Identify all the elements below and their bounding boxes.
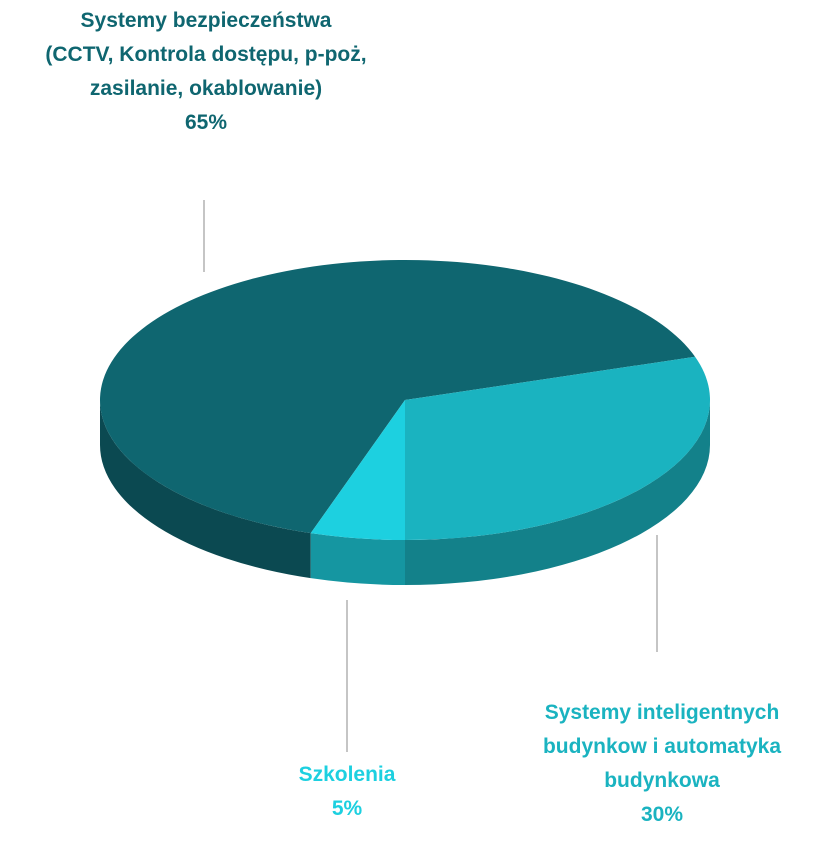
value-label: 5% <box>331 797 363 820</box>
slice-label: Systemy bezpieczeństwa (CCTV, Kontrola d… <box>0 4 416 140</box>
category-name: Systemy inteligentnych budynkow i automa… <box>542 701 782 792</box>
slice <box>100 260 696 534</box>
slice-label: Systemy inteligentnych budynkow i automa… <box>452 696 827 832</box>
category-name: Systemy bezpieczeństwa (CCTV, Kontrola d… <box>45 9 367 100</box>
slice-side <box>100 400 311 579</box>
slice <box>310 400 405 540</box>
category-name: Szkolenia <box>298 763 396 786</box>
slice-side <box>310 533 405 585</box>
value-label: 30% <box>640 803 684 826</box>
value-label: 65% <box>184 111 228 134</box>
slice <box>405 356 711 540</box>
slice-side <box>405 400 710 585</box>
slice-label: Szkolenia 5% <box>137 758 557 826</box>
